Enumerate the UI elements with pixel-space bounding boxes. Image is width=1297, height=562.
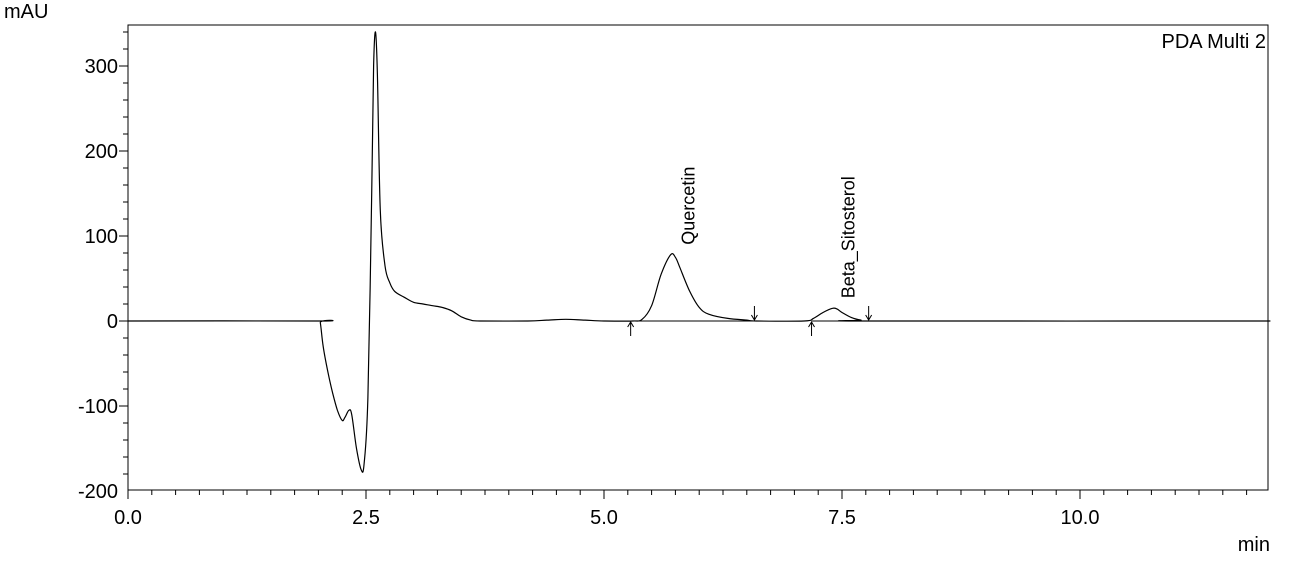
series — [127, 31, 1271, 473]
y-tick-label: 0 — [107, 311, 118, 333]
y-unit-label: mAU — [4, 1, 48, 23]
peak-annotations: Quercetin Beta_Sitosterol — [679, 167, 860, 299]
peak-label: Quercetin — [679, 167, 699, 245]
x-tick-label: 10.0 — [1061, 507, 1100, 529]
y-tick-label: 200 — [85, 141, 118, 163]
x-tick-label: 5.0 — [590, 507, 618, 529]
x-unit-label: min — [1238, 534, 1270, 556]
y-tick-label: 100 — [85, 226, 118, 248]
y-tick-label: -200 — [78, 481, 118, 503]
axes: 300 200 100 0 -100 -200 0.0 2.5 5.0 7.5 10.0 — [78, 24, 1269, 529]
integration-markers — [627, 306, 873, 336]
x-tick-label: 0.0 — [114, 507, 142, 529]
plot-frame — [127, 24, 1269, 491]
integration-start-marker — [627, 321, 635, 336]
integration-end-marker — [750, 306, 758, 321]
signal-trace — [127, 31, 1271, 473]
y-tick-label: -100 — [78, 396, 118, 418]
integration-start-marker — [808, 321, 815, 336]
peak-label: Beta_Sitosterol — [838, 176, 859, 298]
integration-end-marker — [865, 306, 873, 321]
y-tick-label: 300 — [85, 56, 118, 78]
x-tick-label: 7.5 — [828, 507, 856, 529]
channel-label: PDA Multi 2 — [1162, 31, 1266, 53]
x-tick-label: 2.5 — [352, 507, 380, 529]
